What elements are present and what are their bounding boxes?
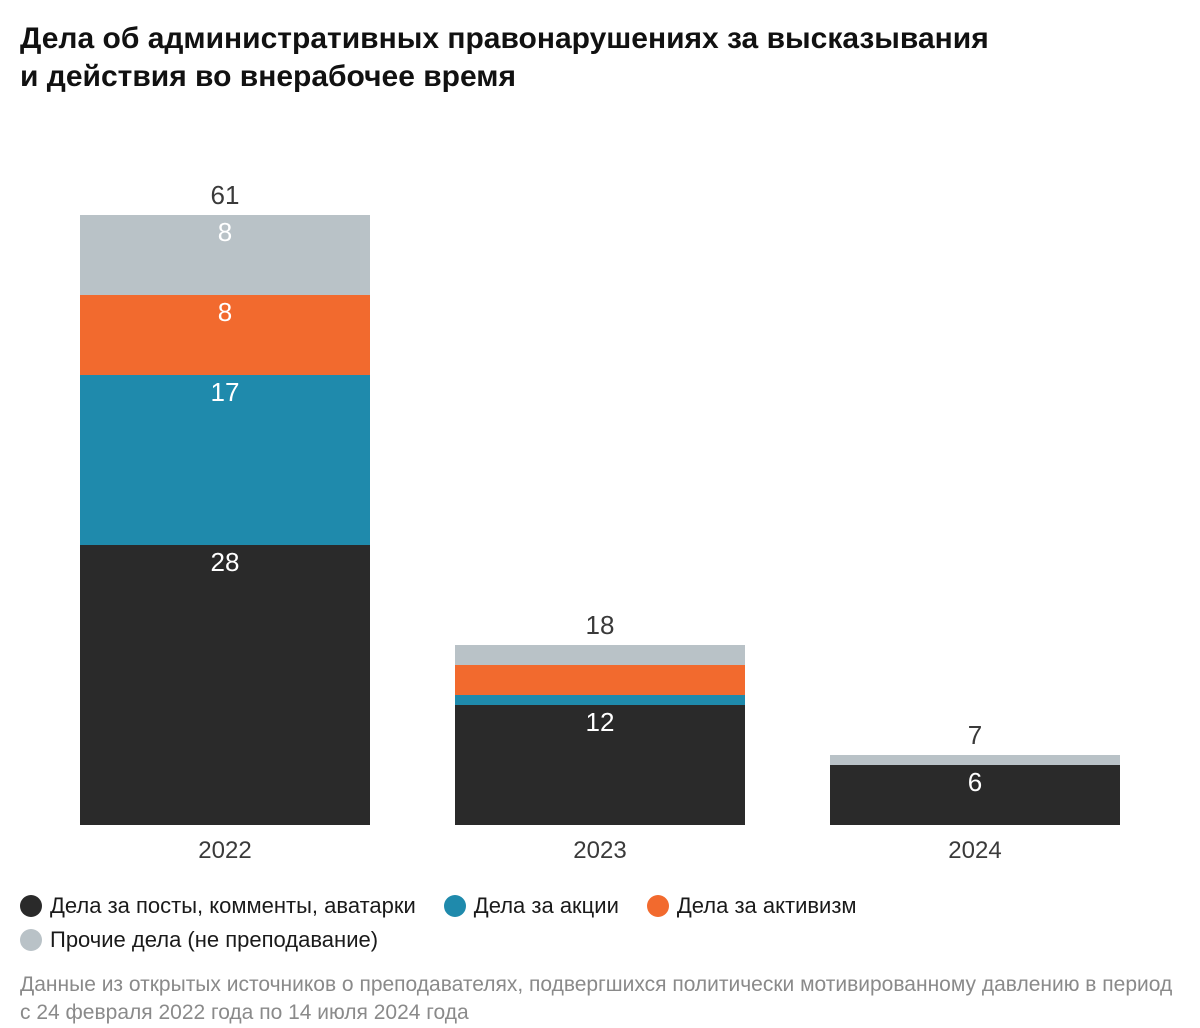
legend-item-other: Прочие дела (не преподавание)	[20, 927, 378, 953]
bar-group-2024: 76	[830, 720, 1120, 825]
legend-item-actions: Дела за акции	[444, 893, 619, 919]
bar-total-label: 18	[586, 610, 615, 641]
bar-segment-posts: 12	[455, 705, 745, 825]
bar-stack: 6	[830, 755, 1120, 825]
x-axis-label: 2023	[455, 837, 745, 865]
chart-plot-area: 61281788181276	[20, 175, 1180, 825]
chart-legend: Дела за посты, комменты, аватарки Дела за…	[20, 865, 1180, 953]
legend-label: Прочие дела (не преподавание)	[50, 927, 378, 953]
bar-segment-other: 8	[80, 215, 370, 295]
bar-segment-activism	[455, 665, 745, 695]
bar-segment-posts: 28	[80, 545, 370, 825]
x-axis-label: 2022	[80, 837, 370, 865]
chart-x-axis: 2022 2023 2024	[20, 825, 1180, 865]
bar-group-2022: 61281788	[80, 180, 370, 825]
bar-stack: 12	[455, 645, 745, 825]
bar-segment-other	[455, 645, 745, 665]
bar-segment-posts: 6	[830, 765, 1120, 825]
bar-group-2023: 1812	[455, 610, 745, 825]
chart-title-line1: Дела об административных правонарушениях…	[20, 22, 989, 55]
legend-swatch	[20, 929, 42, 951]
bar-total-label: 61	[211, 180, 240, 211]
legend-label: Дела за активизм	[677, 893, 857, 919]
legend-item-activism: Дела за активизм	[647, 893, 857, 919]
bar-stack: 281788	[80, 215, 370, 825]
legend-label: Дела за акции	[474, 893, 619, 919]
legend-swatch	[647, 895, 669, 917]
bar-segment-actions: 17	[80, 375, 370, 545]
legend-item-posts: Дела за посты, комменты, аватарки	[20, 893, 416, 919]
chart-title-line2: и действия во внерабочее время	[20, 60, 516, 93]
bar-total-label: 7	[968, 720, 982, 751]
legend-swatch	[20, 895, 42, 917]
legend-label: Дела за посты, комменты, аватарки	[50, 893, 416, 919]
chart-footnote: Данные из открытых источников о преподав…	[20, 953, 1180, 1028]
bar-segment-other	[830, 755, 1120, 765]
x-axis-label: 2024	[830, 837, 1120, 865]
chart-title: Дела об административных правонарушениях…	[20, 20, 1180, 95]
legend-swatch	[444, 895, 466, 917]
bar-segment-activism: 8	[80, 295, 370, 375]
bar-segment-actions	[455, 695, 745, 705]
